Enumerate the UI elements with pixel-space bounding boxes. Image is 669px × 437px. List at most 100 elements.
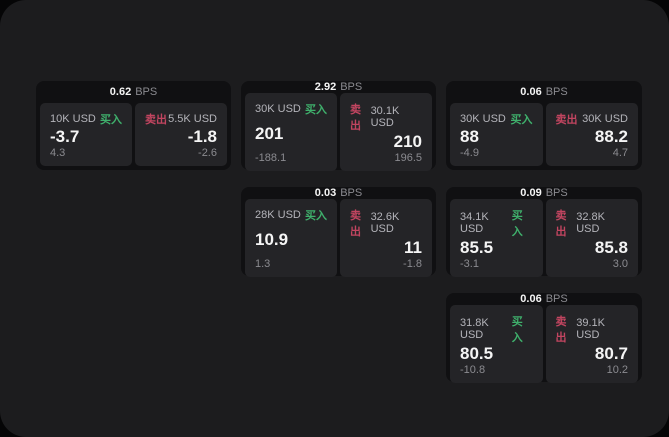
sell-tile-header: 卖出 30.1K USD (350, 101, 422, 133)
spread-value: 0.62 (109, 86, 132, 98)
sell-price: 11 (404, 238, 422, 257)
quote-card: 0.06 BPS 31.8K USD 买入 80.5 -10.8 卖出 39.1… (446, 293, 642, 383)
sell-label: 卖出 (350, 210, 361, 238)
buy-price: 85.5 (460, 238, 494, 257)
sell-delta: 10.2 (606, 363, 628, 376)
buy-price: 88 (460, 126, 479, 146)
buy-price: -3.7 (50, 126, 80, 146)
spread-header: 0.03 BPS (245, 187, 432, 199)
sell-delta: -1.8 (403, 257, 422, 270)
buy-label: 买入 (305, 210, 327, 222)
buy-quote-tile[interactable]: 30K USD 买入 88 -4.9 (450, 103, 543, 166)
sell-quote-tile[interactable]: 卖出 5.5K USD -1.8 -2.6 (135, 103, 227, 166)
buy-delta: 1.3 (255, 257, 271, 270)
buy-label: 买入 (305, 104, 327, 116)
sell-amount: 30K USD (582, 113, 628, 125)
sell-label: 卖出 (350, 104, 361, 132)
sell-tile-header: 卖出 5.5K USD (145, 111, 217, 127)
buy-amount: 31.8K USD (460, 317, 489, 341)
buy-delta: 4.3 (50, 147, 66, 159)
buy-amount: 30K USD (460, 113, 506, 125)
sell-tile-header: 卖出 30K USD (556, 111, 629, 127)
spread-header: 2.92 BPS (245, 81, 432, 93)
spread-value: 0.06 (520, 86, 542, 98)
buy-amount: 34.1K USD (460, 211, 489, 235)
quote-card-grid: 0.62 BPS 10K USD 买入 -3.7 4.3 卖出 5.5K USD… (36, 81, 642, 383)
sell-label: 卖出 (555, 114, 578, 126)
spread-value: 0.03 (314, 187, 337, 199)
buy-quote-tile[interactable]: 34.1K USD 买入 85.5 -3.1 (450, 199, 543, 277)
sell-quote-tile[interactable]: 卖出 39.1K USD 80.7 10.2 (545, 305, 638, 383)
sell-amount: 32.8K USD (576, 211, 605, 235)
quote-card-body: 28K USD 买入 10.9 1.3 卖出 32.6K USD 11 -1.8 (245, 199, 432, 277)
buy-tile-header: 28K USD 买入 (255, 207, 327, 223)
sell-tile-header: 卖出 39.1K USD (556, 313, 629, 345)
sell-delta: 4.7 (612, 147, 628, 159)
spread-value: 0.09 (520, 187, 542, 199)
sell-delta: 196.5 (394, 151, 422, 164)
spread-unit: BPS (545, 187, 568, 199)
spread-unit: BPS (545, 293, 568, 305)
buy-tile-header: 31.8K USD 买入 (460, 313, 533, 345)
sell-delta: -2.6 (198, 147, 217, 159)
sell-amount: 32.6K USD (370, 211, 400, 235)
buy-tile-header: 10K USD 买入 (50, 111, 122, 127)
sell-amount: 30.1K USD (370, 105, 400, 129)
sell-price: 85.8 (594, 238, 628, 257)
quote-card-body: 10K USD 买入 -3.7 4.3 卖出 5.5K USD -1.8 -2.… (40, 103, 227, 166)
spread-unit: BPS (545, 86, 568, 98)
spread-header: 0.62 BPS (40, 81, 227, 103)
spread-unit: BPS (340, 187, 363, 199)
quote-card: 2.92 BPS 30K USD 买入 201 -188.1 卖出 30.1K … (241, 81, 436, 171)
sell-quote-tile[interactable]: 卖出 30.1K USD 210 196.5 (340, 93, 432, 171)
buy-delta: -4.9 (460, 147, 479, 159)
spread-header: 0.09 BPS (450, 187, 638, 199)
sell-quote-tile[interactable]: 卖出 32.8K USD 85.8 3.0 (545, 199, 638, 277)
buy-tile-header: 30K USD 买入 (255, 101, 327, 117)
buy-price: 80.5 (460, 344, 494, 363)
buy-price: 10.9 (255, 230, 289, 249)
buy-quote-tile[interactable]: 10K USD 买入 -3.7 4.3 (40, 103, 132, 166)
sell-amount: 39.1K USD (576, 317, 605, 341)
sell-quote-tile[interactable]: 卖出 30K USD 88.2 4.7 (545, 103, 638, 166)
quote-card-body: 30K USD 买入 201 -188.1 卖出 30.1K USD 210 1… (245, 93, 432, 171)
buy-quote-tile[interactable]: 28K USD 买入 10.9 1.3 (245, 199, 337, 277)
quote-card: 0.06 BPS 30K USD 买入 88 -4.9 卖出 30K USD 8… (446, 81, 642, 170)
sell-amount: 5.5K USD (168, 113, 217, 125)
sell-delta: 3.0 (612, 257, 628, 270)
buy-delta: -188.1 (255, 151, 287, 164)
buy-price: 201 (255, 124, 284, 143)
sell-tile-header: 卖出 32.8K USD (556, 207, 629, 239)
buy-label: 买入 (510, 114, 533, 126)
quote-card-body: 34.1K USD 买入 85.5 -3.1 卖出 32.8K USD 85.8… (450, 199, 638, 277)
buy-tile-header: 34.1K USD 买入 (460, 207, 533, 239)
buy-quote-tile[interactable]: 31.8K USD 买入 80.5 -10.8 (450, 305, 543, 383)
spread-unit: BPS (340, 81, 363, 93)
buy-delta: -10.8 (460, 363, 486, 376)
spread-value: 2.92 (314, 81, 337, 93)
quote-card-body: 30K USD 买入 88 -4.9 卖出 30K USD 88.2 4.7 (450, 103, 638, 166)
spread-value: 0.06 (520, 293, 542, 305)
sell-tile-header: 卖出 32.6K USD (350, 207, 422, 239)
sell-quote-tile[interactable]: 卖出 32.6K USD 11 -1.8 (340, 199, 432, 277)
sell-price: 80.7 (594, 344, 628, 363)
spread-header: 0.06 BPS (450, 81, 638, 103)
buy-label: 买入 (511, 316, 523, 344)
sell-label: 卖出 (145, 114, 167, 126)
buy-amount: 10K USD (50, 113, 96, 125)
buy-label: 买入 (100, 114, 122, 126)
buy-tile-header: 30K USD 买入 (460, 111, 533, 127)
sell-price: -1.8 (187, 126, 217, 146)
spread-unit: BPS (135, 86, 158, 98)
buy-amount: 28K USD (255, 209, 301, 221)
buy-quote-tile[interactable]: 30K USD 买入 201 -188.1 (245, 93, 337, 171)
sell-label: 卖出 (555, 210, 567, 238)
sell-price: 210 (393, 132, 422, 151)
quote-card: 0.09 BPS 34.1K USD 买入 85.5 -3.1 卖出 32.8K… (446, 187, 642, 277)
buy-delta: -3.1 (460, 257, 479, 270)
buy-amount: 30K USD (255, 103, 301, 115)
sell-label: 卖出 (555, 316, 567, 344)
quote-card: 0.62 BPS 10K USD 买入 -3.7 4.3 卖出 5.5K USD… (36, 81, 231, 170)
quote-card-body: 31.8K USD 买入 80.5 -10.8 卖出 39.1K USD 80.… (450, 305, 638, 383)
